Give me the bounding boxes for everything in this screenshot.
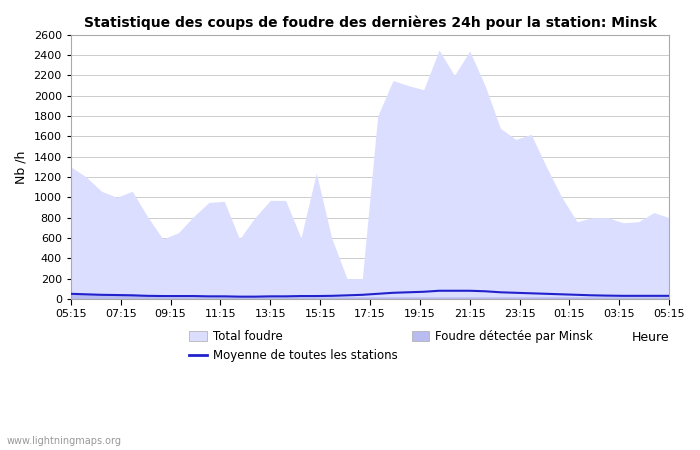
Y-axis label: Nb /h: Nb /h (15, 150, 28, 184)
Legend: Total foudre, Moyenne de toutes les stations, Foudre détectée par Minsk: Total foudre, Moyenne de toutes les stat… (184, 325, 598, 367)
Text: www.lightningmaps.org: www.lightningmaps.org (7, 436, 122, 446)
Text: Heure: Heure (631, 331, 669, 343)
Title: Statistique des coups de foudre des dernières 24h pour la station: Minsk: Statistique des coups de foudre des dern… (83, 15, 657, 30)
